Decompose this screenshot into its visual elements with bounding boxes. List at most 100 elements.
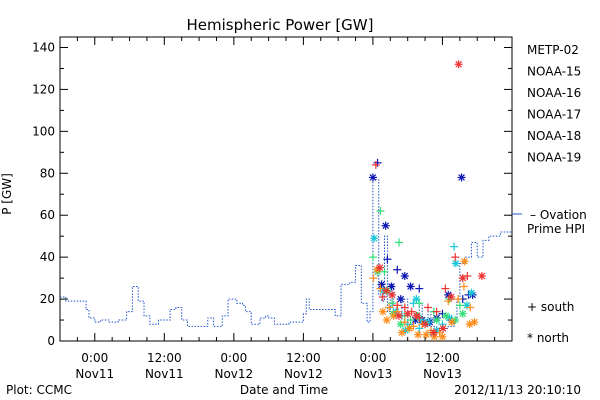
marker-stroke [463,302,471,309]
noaa-16-north-marker [467,288,476,297]
noaa-19-south-marker [441,284,450,293]
noaa-15-north-marker [381,221,390,230]
marker-stroke [413,312,420,320]
noaa-17-south-marker [455,301,464,310]
marker-stroke [439,325,447,332]
noaa-15-north-marker [368,173,377,182]
noaa-16-south-marker [450,242,459,251]
x-tick-label-time: 12:00 [286,351,321,365]
marker-stroke [448,318,456,326]
noaa-19-north-marker [382,286,391,295]
noaa-15-south-marker [393,265,402,274]
marker-stroke [442,312,450,320]
marker-stroke [452,260,460,267]
noaa-18-north-marker [414,330,423,339]
noaa-18-north-marker [470,318,479,327]
marker-stroke [390,312,398,320]
noaa-19-north-marker [412,311,421,320]
legend-noaa-16: NOAA-16 [527,86,581,100]
noaa-17-south-marker [406,316,415,325]
noaa-19-north-marker [429,328,438,337]
noaa-17-south-marker [415,299,424,308]
legend-metp-02: METP-02 [527,43,579,57]
marker-stroke [376,264,384,271]
chart-title: Hemispheric Power [GW] [187,16,374,34]
marker-stroke [439,333,446,341]
marker-stroke [422,331,430,339]
noaa-16-south-marker [415,324,424,333]
noaa-18-south-marker [466,303,475,312]
noaa-19-south-marker [400,303,409,312]
noaa-16-north-marker [412,295,421,304]
noaa-19-south-marker [451,253,460,262]
noaa-17-north-marker [396,320,405,329]
marker-stroke [459,310,467,318]
marker-stroke [468,289,475,297]
noaa-18-north-marker [397,328,406,337]
noaa-18-south-marker [444,297,453,306]
footer-source: Plot: CCMC [6,383,72,397]
x-tick-label-date: Nov12 [284,367,323,381]
noaa-19-south-marker [378,292,387,301]
noaa-16-north-marker [462,301,471,310]
marker-stroke [421,320,429,328]
noaa-19-north-marker [458,274,467,283]
marker-stroke [461,258,468,265]
noaa-19-south-marker [393,301,402,310]
plot-area: 0 20 40 60 80 100 120 140 0:00 Nov11 12:00 Nov11 0:0… [32,36,513,381]
x-tick-label-date: Nov13 [423,367,462,381]
noaa-15-south-marker [415,284,424,293]
x-axis-label: Date and Time [240,383,328,397]
noaa-18-north-marker [447,318,456,327]
noaa-19-north-marker [421,320,430,329]
legend-noaa-17: NOAA-17 [527,108,581,122]
legend-noaa-18: NOAA-18 [527,129,581,143]
noaa-19-north-marker [375,263,384,272]
noaa-17-south-marker [380,267,389,276]
noaa-17-north-marker [441,311,450,320]
marker-stroke [471,318,478,326]
marker-stroke [369,174,377,181]
noaa-18-north-marker [405,324,414,333]
marker-stroke [458,174,465,181]
x-tick-label-time: 12:00 [147,351,182,365]
x-tick-label-date: Nov12 [214,367,253,381]
noaa-17-south-marker [368,253,377,262]
noaa-18-south-marker [369,274,378,283]
marker-stroke [447,293,455,301]
marker-stroke [433,316,440,324]
legend-north: * north [527,331,569,345]
noaa-19-north-marker [439,324,448,333]
marker-stroke [407,283,414,290]
marker-stroke [379,308,387,315]
marker-stroke [383,316,391,324]
noaa-18-north-marker [382,316,391,325]
y-tick-label: 80 [40,166,55,180]
x-tick-label-time: 12:00 [425,351,460,365]
noaa-19-south-marker [432,307,441,316]
marker-stroke [446,314,453,322]
marker-stroke [398,329,406,336]
noaa-17-south-marker [395,238,403,247]
noaa-15-south-marker [383,255,392,264]
ovation-hpi-line [60,179,512,329]
noaa-15-north-marker [457,173,466,182]
noaa-19-north-marker [454,60,463,69]
x-tick-label-time: 0:00 [359,351,386,365]
noaa-17-south-marker [388,299,397,308]
noaa-18-south-marker [400,318,409,327]
y-tick-label: 140 [32,40,55,54]
noaa-19-north-marker [447,292,456,301]
marker-stroke [404,310,412,318]
legend-noaa-15: NOAA-15 [527,65,581,79]
x-tick-label-date: Nov11 [145,367,184,381]
noaa-15-north-marker [396,295,405,304]
marker-stroke [430,329,438,336]
marker-stroke [455,60,463,68]
noaa-17-north-marker [458,309,467,318]
noaa-18-south-marker [376,284,385,293]
noaa-18-south-marker [454,295,463,304]
marker-stroke [382,287,390,295]
footer-timestamp: 2012/11/13 20:10:10 [454,383,581,397]
